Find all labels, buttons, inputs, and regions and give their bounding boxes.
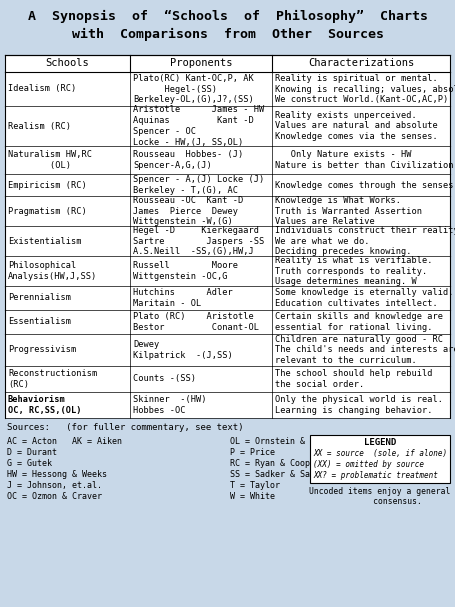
Text: Plato(RC) Kant-OC,P, AK
      Hegel-(SS)
Berkeley-OL,(G),J?,(SS): Plato(RC) Kant-OC,P, AK Hegel-(SS) Berke…: [133, 73, 254, 104]
Text: Reality is spiritual or mental.
Knowing is recalling; values, absolute
We constr: Reality is spiritual or mental. Knowing …: [275, 73, 455, 104]
Bar: [5, 366, 450, 392]
Text: W = White: W = White: [230, 492, 275, 501]
Text: Naturalism HW,RC
        (OL): Naturalism HW,RC (OL): [8, 150, 92, 170]
Text: Hutchins      Adler
Maritain - OL: Hutchins Adler Maritain - OL: [133, 288, 233, 308]
Text: The school should help rebuild
the social order.: The school should help rebuild the socia…: [275, 369, 433, 389]
Text: OC = Ozmon & Craver: OC = Ozmon & Craver: [7, 492, 102, 501]
Text: Proponents: Proponents: [170, 58, 232, 69]
Text: Counts -(SS): Counts -(SS): [133, 375, 196, 384]
Text: (XX) = omitted by source: (XX) = omitted by source: [313, 460, 424, 469]
Text: Knowledge is What Works.
Truth is Warranted Assertion
Values are Relative: Knowledge is What Works. Truth is Warran…: [275, 195, 422, 226]
Text: Perennialism: Perennialism: [8, 294, 71, 302]
Text: Empiricism (RC): Empiricism (RC): [8, 180, 87, 189]
Text: Characterizations: Characterizations: [308, 58, 414, 69]
Bar: [5, 256, 450, 286]
Text: Reality exists unperceived.
Values are natural and absolute
Knowledge comes via : Reality exists unperceived. Values are n…: [275, 110, 438, 141]
Bar: [5, 392, 450, 418]
Text: Russell        Moore
Wittgenstein -OC,G: Russell Moore Wittgenstein -OC,G: [133, 261, 238, 281]
Text: Certain skills and knowledge are
essential for rational living.: Certain skills and knowledge are essenti…: [275, 312, 443, 332]
Text: Spencer - A,(J) Locke (J)
Berkeley - T,(G), AC: Spencer - A,(J) Locke (J) Berkeley - T,(…: [133, 175, 264, 195]
Text: Progressivism: Progressivism: [8, 345, 76, 354]
Text: A  Synopsis  of  “Schools  of  Philosophy”  Charts: A Synopsis of “Schools of Philosophy” Ch…: [27, 10, 428, 23]
Text: LEGEND: LEGEND: [364, 438, 396, 447]
Text: Children are naturally good - RC
The child's needs and interests are
relevant to: Children are naturally good - RC The chi…: [275, 334, 455, 365]
Text: Sources:   (for fuller commentary, see text): Sources: (for fuller commentary, see tex…: [7, 423, 243, 432]
FancyBboxPatch shape: [310, 435, 450, 483]
Bar: [5, 174, 450, 196]
Text: Knowledge comes through the senses.: Knowledge comes through the senses.: [275, 180, 455, 189]
Text: AC = Acton   AK = Aiken: AC = Acton AK = Aiken: [7, 437, 122, 446]
Text: XX? = problematic treatment: XX? = problematic treatment: [313, 471, 438, 480]
Text: Idealism (RC): Idealism (RC): [8, 84, 76, 93]
Text: J = Johnson, et.al.: J = Johnson, et.al.: [7, 481, 102, 490]
Text: XX = source  (sole, if alone): XX = source (sole, if alone): [313, 449, 447, 458]
Text: Rousseau  Hobbes- (J)
Spencer-A,G,(J): Rousseau Hobbes- (J) Spencer-A,G,(J): [133, 150, 243, 170]
Text: Hegel -D     Kierkegaard
Sartre        Jaspers -SS
A.S.Neill  -SS,(G),HW,J: Hegel -D Kierkegaard Sartre Jaspers -SS …: [133, 226, 264, 256]
Bar: [5, 106, 450, 146]
Text: P = Price: P = Price: [230, 448, 275, 457]
Text: Only Nature exists - HW
Nature is better than Civilization: Only Nature exists - HW Nature is better…: [275, 150, 454, 170]
Text: Essentialism: Essentialism: [8, 317, 71, 327]
Text: SS = Sadker & Sadker: SS = Sadker & Sadker: [230, 470, 330, 479]
Bar: [5, 286, 450, 310]
Bar: [5, 310, 450, 334]
Text: Philosophical
Analysis(HW,J,SS): Philosophical Analysis(HW,J,SS): [8, 261, 97, 281]
Text: Pragmatism (RC): Pragmatism (RC): [8, 206, 87, 215]
Text: Only the physical world is real.
Learning is changing behavior.: Only the physical world is real. Learnin…: [275, 395, 443, 415]
Text: T = Taylor: T = Taylor: [230, 481, 280, 490]
Text: Schools: Schools: [46, 58, 89, 69]
Bar: [5, 72, 450, 106]
Text: Uncoded items enjoy a general
       consensus.: Uncoded items enjoy a general consensus.: [309, 487, 451, 506]
Text: Plato (RC)    Aristotle
Bestor         Conant-OL: Plato (RC) Aristotle Bestor Conant-OL: [133, 312, 259, 332]
Text: Rousseau -OC  Kant -D
James  Pierce  Dewey
Wittgenstein -W,(G): Rousseau -OC Kant -D James Pierce Dewey …: [133, 195, 243, 226]
Text: D = Durant: D = Durant: [7, 448, 57, 457]
Bar: [5, 226, 450, 256]
Text: Behaviorism
OC, RC,SS,(OL): Behaviorism OC, RC,SS,(OL): [8, 395, 81, 415]
Text: Realism (RC): Realism (RC): [8, 121, 71, 131]
Text: Reconstructionism
(RC): Reconstructionism (RC): [8, 369, 97, 389]
Text: HW = Hessong & Weeks: HW = Hessong & Weeks: [7, 470, 107, 479]
Text: Reality is what is verifiable.
Truth corresponds to reality.
Usage determines me: Reality is what is verifiable. Truth cor…: [275, 256, 433, 287]
Text: Individuals construct their reality.
We are what we do.
Deciding precedes knowin: Individuals construct their reality. We …: [275, 226, 455, 256]
Text: Skinner  -(HW)
Hobbes -OC: Skinner -(HW) Hobbes -OC: [133, 395, 207, 415]
Bar: [5, 146, 450, 174]
Bar: [5, 334, 450, 366]
Text: G = Gutek: G = Gutek: [7, 459, 52, 468]
Text: RC = Ryan & Cooper: RC = Ryan & Cooper: [230, 459, 320, 468]
Text: Aristotle      James - HW
Aquinas         Kant -D
Spencer - OC
Locke - HW,(J, SS: Aristotle James - HW Aquinas Kant -D Spe…: [133, 106, 264, 147]
Text: OL = Ornstein & Levine: OL = Ornstein & Levine: [230, 437, 340, 446]
Bar: [5, 55, 450, 72]
Text: Some knowledge is eternally valid.
Education cultivates intellect.: Some knowledge is eternally valid. Educa…: [275, 288, 454, 308]
Text: Existentialism: Existentialism: [8, 237, 81, 245]
Bar: [5, 196, 450, 226]
Text: with  Comparisons  from  Other  Sources: with Comparisons from Other Sources: [71, 28, 384, 41]
Text: Dewey
Kilpatrick  -(J,SS): Dewey Kilpatrick -(J,SS): [133, 340, 233, 360]
